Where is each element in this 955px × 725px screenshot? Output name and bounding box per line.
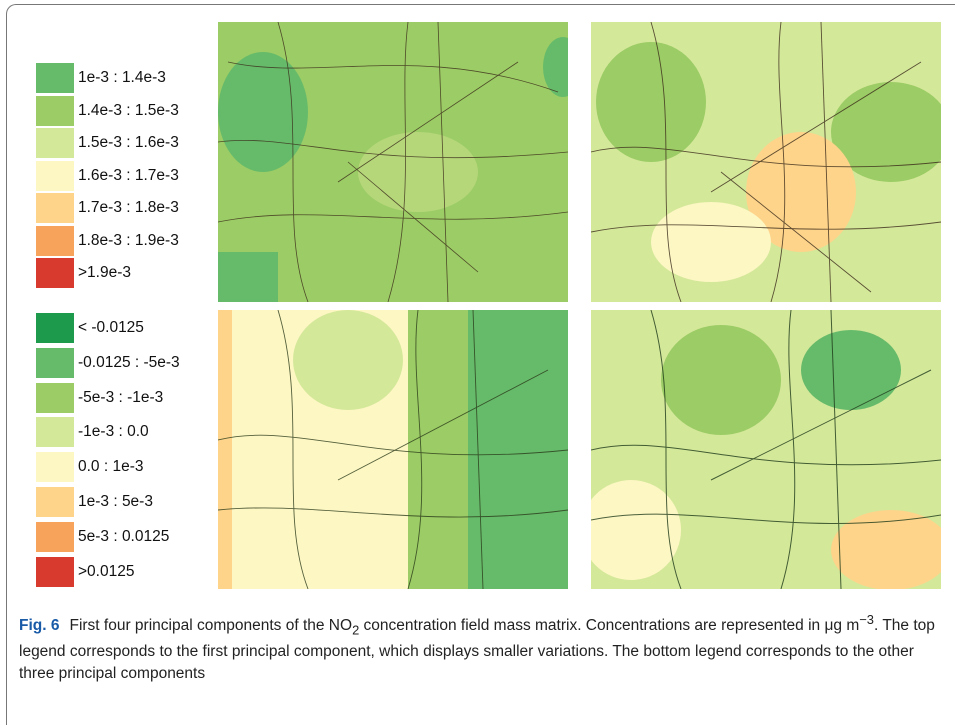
map-panel — [218, 310, 568, 589]
legend-swatch — [36, 128, 74, 158]
legend-swatch — [36, 193, 74, 223]
legend-label: 1.4e-3 : 1.5e-3 — [78, 96, 179, 126]
caption-superscript: −3 — [859, 612, 874, 627]
legend-label: -1e-3 : 0.0 — [78, 417, 149, 447]
caption-label: Fig. 6 — [19, 617, 59, 634]
legend-swatch — [36, 417, 74, 447]
legend-label: 1.6e-3 : 1.7e-3 — [78, 161, 179, 191]
legend-label: -0.0125 : -5e-3 — [78, 348, 180, 378]
legend-label: >1.9e-3 — [78, 258, 131, 288]
caption-unit: μg m — [824, 617, 859, 634]
legend-swatch — [36, 226, 74, 256]
caption: Fig. 6 First four principal components of… — [19, 609, 944, 685]
legend-label: 1e-3 : 5e-3 — [78, 487, 153, 517]
legend-label: -5e-3 : -1e-3 — [78, 383, 163, 413]
map-panel — [591, 310, 941, 589]
legend-label: 5e-3 : 0.0125 — [78, 522, 169, 552]
legend-label: 1.7e-3 : 1.8e-3 — [78, 193, 179, 223]
legend-swatch — [36, 313, 74, 343]
legend-swatch — [36, 63, 74, 93]
legend-label: >0.0125 — [78, 557, 134, 587]
caption-text: concentration field mass matrix. Concent… — [359, 617, 824, 634]
map-panel — [218, 22, 568, 302]
legend-swatch — [36, 161, 74, 191]
legend-label: 1.5e-3 : 1.6e-3 — [78, 128, 179, 158]
legend-label: 1e-3 : 1.4e-3 — [78, 63, 166, 93]
legend-swatch — [36, 522, 74, 552]
legend-swatch — [36, 258, 74, 288]
legend-swatch — [36, 452, 74, 482]
legend-swatch — [36, 487, 74, 517]
legend-swatch — [36, 96, 74, 126]
legend-swatch — [36, 348, 74, 378]
caption-text: First four principal components of the N… — [69, 617, 352, 634]
legend-label: 0.0 : 1e-3 — [78, 452, 144, 482]
legend-swatch — [36, 383, 74, 413]
legend-swatch — [36, 557, 74, 587]
map-panel — [591, 22, 941, 302]
legend-label: 1.8e-3 : 1.9e-3 — [78, 226, 179, 256]
legend-label: < -0.0125 — [78, 313, 144, 343]
